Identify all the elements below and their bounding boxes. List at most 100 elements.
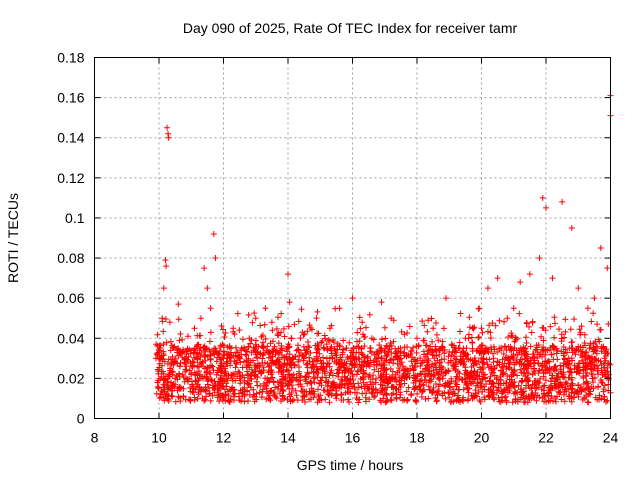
data-point [298, 383, 305, 390]
data-point [410, 344, 417, 351]
data-point [586, 345, 593, 352]
data-point [285, 344, 292, 351]
data-point [523, 334, 530, 341]
data-point [545, 398, 552, 405]
data-point [418, 377, 425, 384]
data-point [288, 377, 295, 384]
data-point [601, 382, 608, 389]
data-point [413, 360, 420, 367]
y-tick-label: 0.06 [57, 290, 84, 306]
data-point [574, 368, 581, 375]
data-point [523, 382, 530, 389]
data-point [584, 305, 591, 312]
data-point [226, 344, 233, 351]
data-point [448, 341, 455, 348]
data-point [215, 391, 222, 398]
data-point [363, 390, 370, 397]
data-point [244, 368, 251, 375]
data-point [534, 392, 541, 399]
data-point [383, 398, 390, 405]
data-point [201, 352, 208, 359]
data-point [500, 363, 507, 370]
data-point [176, 363, 183, 370]
data-point [160, 377, 167, 384]
data-point [594, 396, 601, 403]
data-point [182, 368, 189, 375]
data-point [160, 370, 167, 377]
data-point [326, 360, 333, 367]
data-point [387, 340, 394, 347]
data-point [456, 370, 463, 377]
data-point [157, 375, 164, 382]
data-point [512, 334, 519, 341]
data-point [442, 395, 449, 402]
y-tick-label: 0.14 [57, 130, 84, 146]
data-point [194, 370, 201, 377]
x-tick-label: 16 [345, 430, 361, 446]
data-point [486, 322, 493, 329]
data-point [436, 376, 443, 383]
data-point [500, 351, 507, 358]
data-point [204, 365, 211, 372]
data-point [548, 393, 555, 400]
data-point [160, 285, 167, 292]
data-point [475, 388, 482, 395]
data-point [538, 333, 545, 340]
data-point [531, 366, 538, 373]
data-point [177, 331, 184, 338]
data-point [367, 348, 374, 355]
data-point [566, 368, 573, 375]
data-point [450, 398, 457, 405]
data-point [413, 398, 420, 405]
data-point [199, 359, 206, 366]
data-point [315, 346, 322, 353]
data-point [344, 385, 351, 392]
data-point [164, 396, 171, 403]
data-point [177, 384, 184, 391]
data-point [424, 350, 431, 357]
data-point [259, 359, 266, 366]
data-point [518, 369, 525, 376]
data-point [414, 390, 421, 397]
data-point [307, 378, 314, 385]
data-point [562, 381, 569, 388]
data-point [256, 389, 263, 396]
data-point [311, 374, 318, 381]
data-point [506, 347, 513, 354]
data-point [452, 379, 459, 386]
data-point [582, 359, 589, 366]
data-point [286, 355, 293, 362]
data-point [452, 361, 459, 368]
data-point [359, 362, 366, 369]
data-point [217, 367, 224, 374]
data-point [488, 366, 495, 373]
data-point [214, 354, 221, 361]
data-point [555, 388, 562, 395]
data-point [523, 354, 530, 361]
data-point [565, 385, 572, 392]
data-point [551, 320, 558, 327]
data-point [364, 359, 371, 366]
data-point [525, 370, 532, 377]
data-point [244, 387, 251, 394]
data-point [218, 322, 225, 329]
data-point [301, 330, 308, 337]
data-point [441, 350, 448, 357]
data-point [254, 374, 261, 381]
data-point [598, 361, 605, 368]
data-point [405, 384, 412, 391]
data-point [224, 351, 231, 358]
data-point [186, 346, 193, 353]
data-point [497, 399, 504, 406]
data-point [536, 255, 543, 262]
data-point [209, 363, 216, 370]
x-tick-label: 10 [151, 430, 167, 446]
data-point [262, 375, 269, 382]
data-point [560, 391, 567, 398]
data-point [307, 325, 314, 332]
data-point [250, 391, 257, 398]
data-point [425, 357, 432, 364]
data-point [217, 342, 224, 349]
data-point [223, 391, 230, 398]
data-point [484, 285, 491, 292]
